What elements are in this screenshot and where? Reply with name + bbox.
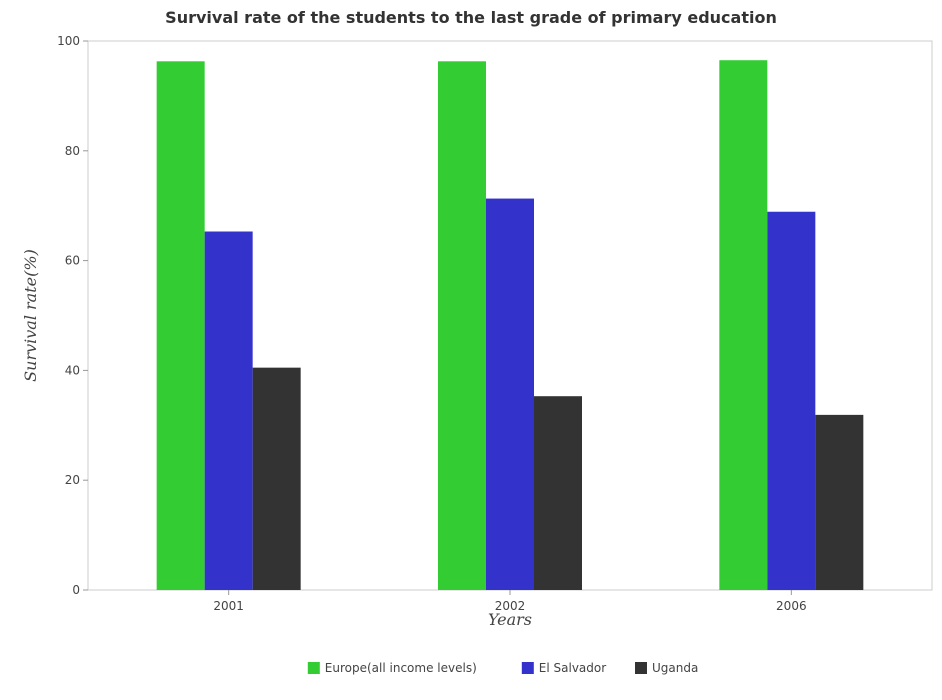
y-tick-label: 100 — [57, 34, 80, 48]
y-axis-title: Survival rate(%) — [21, 249, 40, 382]
y-tick-label: 80 — [65, 144, 80, 158]
legend-swatch — [635, 662, 647, 674]
bar-uganda-2002 — [534, 396, 582, 590]
x-axis-title: Years — [488, 610, 532, 629]
legend-swatch — [307, 662, 320, 674]
bar-uganda-2001 — [252, 367, 301, 590]
bar-el-salvador-2001 — [204, 231, 253, 591]
legend-label: Uganda — [652, 661, 698, 675]
bar-europe-all-income-levels--2006 — [719, 60, 768, 590]
chart-title: Survival rate of the students to the las… — [165, 8, 777, 27]
bar-europe-all-income-levels--2002 — [438, 61, 486, 591]
bar-uganda-2006 — [815, 414, 864, 590]
x-tick-label: 2001 — [213, 599, 244, 613]
bar-europe-all-income-levels--2001 — [156, 61, 205, 591]
y-tick-label: 20 — [65, 473, 80, 487]
x-tick-label: 2002 — [495, 599, 526, 613]
legend-label: Europe(all income levels) — [325, 661, 477, 675]
x-tick-label: 2006 — [776, 599, 807, 613]
y-tick-label: 0 — [72, 583, 80, 597]
legend-swatch — [521, 662, 534, 674]
bar-el-salvador-2006 — [767, 211, 816, 590]
y-tick-label: 60 — [65, 254, 80, 268]
legend-label: El Salvador — [539, 661, 606, 675]
y-tick-label: 40 — [65, 363, 80, 377]
bar-el-salvador-2002 — [486, 198, 534, 591]
